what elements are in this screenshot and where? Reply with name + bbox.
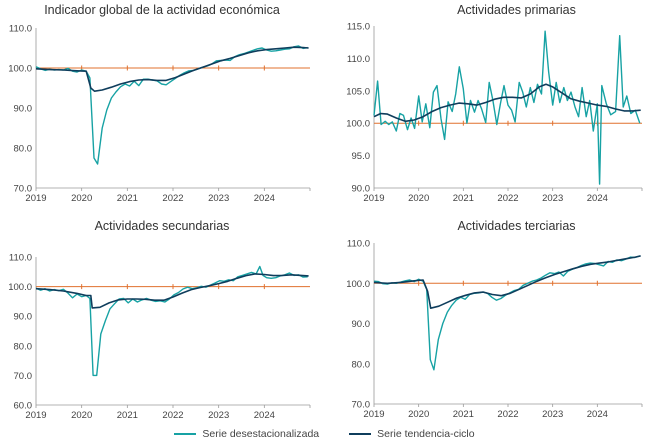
x-tick-label: 2024: [587, 409, 608, 420]
legend-swatch-trend: [349, 433, 372, 435]
y-tick-label: 70.0: [14, 184, 33, 195]
y-tick-label: 90.0: [352, 184, 371, 195]
chart-panel-global: Indicador global de la actividad económi…: [0, 0, 324, 215]
x-tick-label: 2019: [25, 193, 46, 204]
series-line-desestacionalizada: [35, 265, 308, 377]
series-line-desestacionalizada: [35, 45, 308, 165]
series-line-desestacionalizada: [373, 255, 641, 371]
legend-item-trend: Serie tendencia-ciclo: [349, 428, 475, 440]
y-tick-label: 80.0: [14, 144, 33, 155]
x-tick-label: 2022: [162, 193, 183, 204]
x-tick-label: 2021: [453, 409, 474, 420]
y-tick-label: 110.0: [9, 24, 32, 35]
y-tick-label: 100.0: [8, 64, 32, 75]
legend-swatch-sa: [174, 433, 197, 435]
series-line-tendencia-ciclo: [373, 255, 641, 309]
x-tick-label: 2021: [117, 193, 138, 204]
y-tick-label: 110.0: [9, 253, 32, 264]
x-tick-label: 2022: [497, 193, 518, 204]
y-tick-label: 70.0: [14, 371, 33, 382]
chart-title: Indicador global de la actividad económi…: [44, 3, 280, 17]
x-tick-label: 2021: [117, 410, 138, 421]
x-tick-label: 2020: [408, 409, 429, 420]
legend-label-trend: Serie tendencia-ciclo: [377, 428, 475, 440]
chart-panel-primarias: Actividades primarias 90.0 95.0 100.0 105.0…: [324, 0, 649, 215]
x-tick-label: 2024: [254, 193, 275, 204]
x-tick-label: 2023: [208, 410, 229, 421]
series-line-tendencia-ciclo: [35, 273, 309, 309]
y-tick-label: 115.0: [347, 22, 370, 33]
chart-title: Actividades secundarias: [94, 219, 230, 233]
y-tick-label: 105.0: [346, 86, 370, 97]
y-tick-label: 80.0: [14, 341, 33, 352]
y-tick-label: 110.0: [347, 239, 370, 250]
y-tick-label: 90.0: [14, 104, 33, 115]
y-tick-label: 100.0: [346, 279, 370, 290]
y-tick-label: 110.0: [347, 54, 370, 65]
y-tick-label: 100.0: [346, 119, 370, 130]
x-tick-label: 2020: [71, 410, 92, 421]
chart-legend: Serie desestacionalizada Serie tendencia…: [0, 426, 649, 442]
x-tick-label: 2020: [71, 193, 92, 204]
x-tick-label: 2022: [162, 410, 183, 421]
y-tick-label: 90.0: [14, 312, 33, 323]
legend-label-sa: Serie desestacionalizada: [202, 428, 320, 440]
series-line-desestacionalizada: [373, 30, 641, 185]
x-tick-label: 2019: [25, 410, 46, 421]
y-tick-label: 60.0: [14, 401, 33, 412]
x-tick-label: 2023: [542, 193, 563, 204]
series-line-tendencia-ciclo: [373, 83, 641, 123]
y-tick-label: 95.0: [352, 151, 371, 162]
x-tick-label: 2024: [587, 193, 608, 204]
chart-svg-secundarias: 60.0 70.0 80.0 90.0 100.0 110.0 2019 2020 2021 20…: [8, 253, 311, 421]
x-tick-label: 2022: [497, 409, 518, 420]
y-tick-label: 90.0: [352, 319, 371, 330]
x-tick-label: 2020: [408, 193, 429, 204]
chart-svg-primarias: 90.0 95.0 100.0 105.0 110.0 115.0 2019 2020 2021…: [346, 22, 643, 204]
series-line-tendencia-ciclo: [35, 46, 309, 92]
chart-svg-terciarias: 70.0 80.0 90.0 100.0 110.0 2019 2020 2021 2022 20…: [346, 239, 643, 420]
x-tick-label: 2024: [254, 410, 275, 421]
x-tick-label: 2023: [208, 193, 229, 204]
chart-title: Actividades primarias: [457, 3, 576, 17]
y-tick-label: 70.0: [352, 400, 371, 411]
chart-svg-global: 70.0 80.0 90.0 100.0 110.0 2019 2020 2021 2022 20…: [8, 24, 311, 204]
chart-panel-secundarias: Actividades secundarias 60.0 70.0 80.0 90.0…: [0, 215, 324, 425]
x-tick-label: 2023: [542, 409, 563, 420]
chart-title: Actividades terciarias: [457, 219, 576, 233]
chart-panel-terciarias: Actividades terciarias 70.0 80.0 90.0 100.0…: [324, 215, 649, 425]
x-tick-label: 2019: [363, 409, 384, 420]
x-tick-label: 2019: [363, 193, 384, 204]
x-tick-label: 2021: [453, 193, 474, 204]
legend-item-sa: Serie desestacionalizada: [174, 428, 319, 440]
y-tick-label: 80.0: [352, 359, 371, 370]
y-tick-label: 100.0: [8, 282, 32, 293]
